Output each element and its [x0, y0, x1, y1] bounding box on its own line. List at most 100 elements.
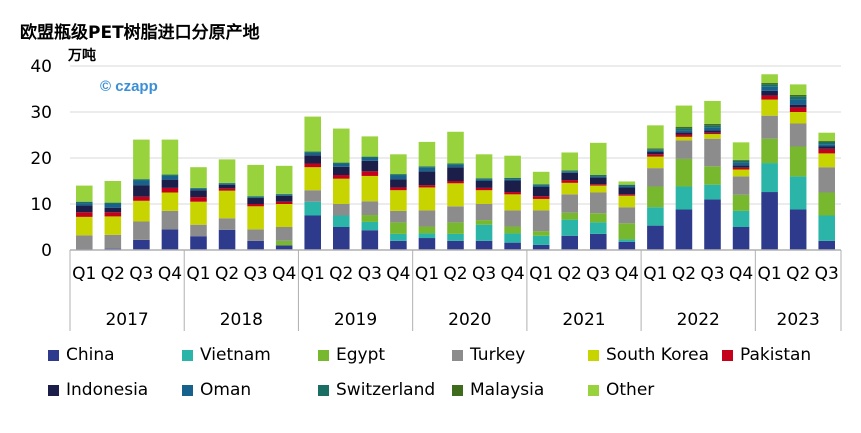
bar-segment-turkey-17: [561, 194, 579, 213]
bar-segment-switzerland-5: [218, 182, 236, 184]
bar-segment-turkey-24: [761, 115, 778, 139]
bar-segment-oman-12: [418, 167, 436, 172]
legend-item-pakistan: Pakistan: [722, 345, 811, 365]
bar-segment-other-17: [561, 152, 579, 171]
bar-segment-pakistan-16: [532, 196, 550, 199]
bar-segment-oman-25: [789, 99, 807, 105]
bar-segment-china-26: [818, 240, 836, 250]
bar-segment-switzerland-23: [732, 160, 750, 163]
x-tick-label-0: Q1: [72, 264, 96, 284]
x-tick-label-13: Q2: [443, 264, 467, 284]
bar-segment-oman-11: [390, 175, 407, 180]
bar-segment-south-korea-12: [418, 187, 436, 211]
bar-segment-vietnam-14: [475, 224, 493, 241]
bar-segment-other-18: [589, 142, 607, 176]
legend-label: Turkey: [470, 345, 526, 365]
bar-segment-indonesia-12: [418, 171, 436, 186]
year-label-2018: 2018: [220, 310, 263, 330]
legend-item-egypt: Egypt: [318, 345, 385, 365]
bar-segment-south-korea-20: [647, 156, 664, 169]
bar-segment-malaysia-21: [675, 126, 693, 129]
bar-segment-vietnam-8: [304, 201, 322, 216]
bar-segment-south-korea-13: [447, 183, 464, 207]
y-tick-label-0: 0: [41, 241, 52, 261]
bar-segment-pakistan-8: [304, 163, 322, 168]
legend-label: South Korea: [606, 345, 710, 365]
x-tick-label-1: Q2: [101, 264, 125, 284]
bar-segment-oman-6: [247, 197, 264, 199]
y-axis-unit-label: 万吨: [68, 48, 96, 64]
bar-segment-switzerland-20: [647, 149, 664, 151]
bar-segment-turkey-14: [475, 204, 493, 221]
bar-segment-pakistan-21: [675, 134, 693, 137]
bar-segment-china-11: [390, 240, 407, 250]
bar-segment-switzerland-11: [390, 174, 407, 176]
bar-segment-oman-22: [704, 127, 721, 131]
bar-segment-vietnam-9: [332, 215, 350, 227]
bar-segment-indonesia-25: [789, 104, 807, 108]
y-tick-label-40: 40: [30, 57, 52, 77]
legend-item-malaysia: Malaysia: [452, 380, 544, 400]
legend-item-other: Other: [588, 380, 654, 400]
bar-segment-malaysia-24: [761, 83, 778, 85]
bar-segment-pakistan-10: [361, 171, 379, 176]
bar-segment-south-korea-2: [133, 200, 150, 222]
bar-segment-oman-0: [75, 203, 93, 206]
bar-segment-other-13: [447, 131, 464, 164]
x-tick-label-25: Q2: [786, 264, 810, 284]
bar-segment-oman-8: [304, 152, 322, 156]
bar-segment-pakistan-22: [704, 132, 721, 135]
bar-segment-indonesia-20: [647, 152, 664, 155]
x-tick-label-11: Q4: [386, 264, 410, 284]
bar-segment-switzerland-2: [133, 179, 150, 181]
bar-segment-indonesia-23: [732, 165, 750, 168]
bar-segment-china-6: [247, 240, 264, 250]
bar-segment-pakistan-24: [761, 95, 778, 100]
bar-segment-china-15: [504, 242, 521, 250]
bar-segment-other-26: [818, 132, 836, 141]
bar-segment-south-korea-1: [104, 216, 122, 235]
bar-segment-other-24: [761, 74, 778, 84]
bar-segment-switzerland-15: [504, 177, 521, 180]
x-tick-label-24: Q1: [758, 264, 782, 284]
bar-segment-other-20: [647, 125, 664, 149]
bar-segment-other-4: [190, 167, 207, 188]
bar-segment-vietnam-23: [732, 210, 750, 227]
bar-segment-switzerland-8: [304, 151, 322, 153]
y-tick-label-10: 10: [30, 195, 52, 215]
bar-segment-oman-1: [104, 204, 122, 208]
bar-segment-turkey-13: [447, 206, 464, 223]
bar-segment-turkey-26: [818, 167, 836, 193]
legend-swatch: [318, 384, 329, 396]
bar-segment-switzerland-21: [675, 128, 693, 131]
bar-segment-switzerland-18: [589, 175, 607, 177]
bar-segment-pakistan-18: [589, 184, 607, 186]
bar-segment-pakistan-4: [190, 197, 207, 202]
bar-segment-other-5: [218, 159, 236, 183]
bar-segment-south-korea-16: [532, 198, 550, 211]
bar-segment-switzerland-17: [561, 170, 579, 172]
bar-segment-turkey-25: [789, 123, 807, 147]
bar-segment-pakistan-23: [732, 167, 750, 170]
x-tick-label-12: Q1: [415, 264, 439, 284]
bar-segment-pakistan-15: [504, 192, 521, 195]
x-tick-label-6: Q3: [244, 264, 268, 284]
year-label-2022: 2022: [677, 310, 720, 330]
bar-segment-vietnam-15: [504, 233, 521, 243]
bar-segment-egypt-24: [761, 138, 778, 164]
bar-segment-switzerland-0: [75, 201, 93, 204]
bar-segment-indonesia-22: [704, 130, 721, 133]
bar-segment-oman-3: [161, 175, 179, 180]
legend-swatch: [588, 349, 599, 361]
bar-segment-south-korea-11: [390, 190, 407, 211]
bar-segment-south-korea-0: [75, 216, 93, 236]
bar-segment-egypt-20: [647, 186, 664, 208]
bar-segment-other-3: [161, 139, 179, 175]
bar-segment-pakistan-26: [818, 148, 836, 154]
bar-segment-egypt-25: [789, 146, 807, 177]
bar-segment-vietnam-20: [647, 207, 664, 226]
bar-segment-oman-17: [561, 171, 579, 173]
bar-segment-malaysia-22: [704, 123, 721, 126]
legend-swatch: [452, 349, 463, 361]
